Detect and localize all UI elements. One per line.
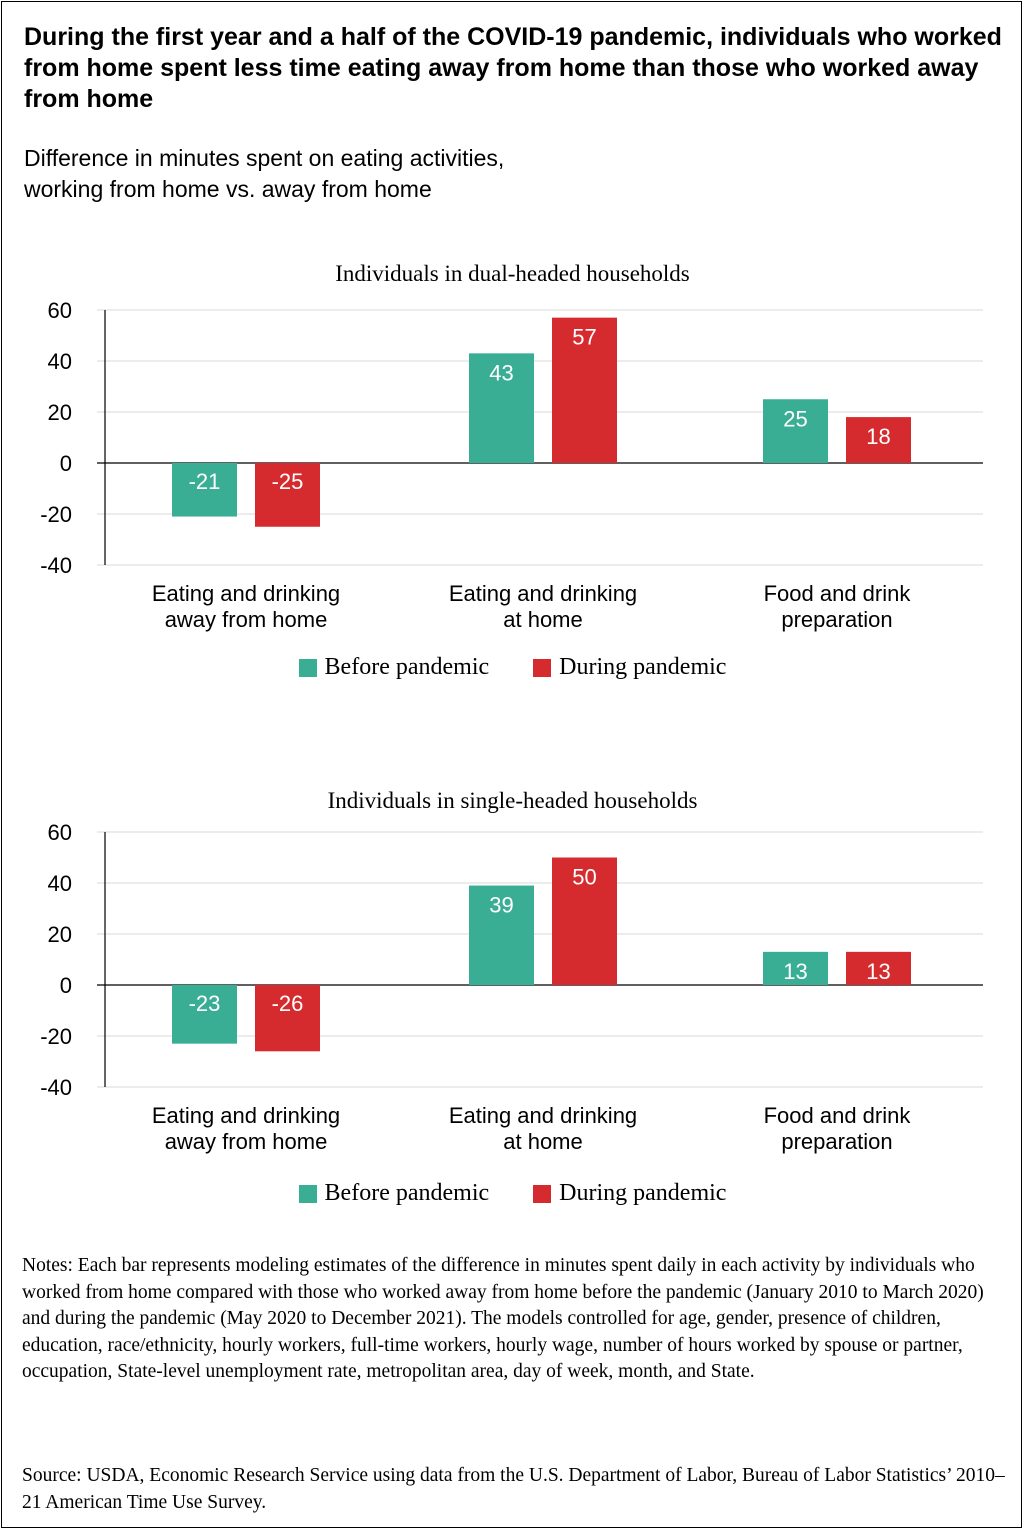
category-label: Eating and drinking — [449, 1103, 637, 1128]
y-tick-label: -40 — [40, 1075, 72, 1100]
data-label: 43 — [489, 360, 513, 385]
legend-single: Before pandemic During pandemic — [0, 1180, 1025, 1207]
category-label: at home — [503, 607, 583, 632]
bar-before — [469, 885, 534, 985]
bar-before — [763, 951, 828, 985]
bar-during — [552, 857, 617, 985]
legend-item-during: During pandemic — [533, 1180, 726, 1207]
legend-item-before: Before pandemic — [298, 1180, 490, 1207]
legend-swatch-before — [298, 1184, 317, 1203]
bar-before — [172, 463, 237, 517]
notes-text: Notes: Each bar represents modeling esti… — [22, 1255, 984, 1382]
bar-before — [172, 985, 237, 1044]
bar-before — [763, 399, 828, 463]
legend-swatch-during — [533, 658, 552, 677]
source-text: Source: USDA, Economic Research Service … — [22, 1465, 1005, 1513]
category-label: Eating and drinking — [449, 581, 637, 606]
data-label: 39 — [489, 893, 513, 918]
y-tick-label: 40 — [48, 349, 72, 374]
data-label: 57 — [572, 325, 596, 350]
data-label: 13 — [783, 959, 807, 984]
legend-item-during: During pandemic — [533, 654, 726, 681]
bar-chart-dual: 60 40 20 0 -20 -40 -21 43 25 -25 57 18 Eating and dr… — [40, 298, 983, 632]
figure-subtitle: Difference in minutes spent on eating ac… — [24, 145, 505, 202]
data-label: -26 — [272, 991, 304, 1016]
data-label: -25 — [272, 469, 304, 494]
bar-during — [552, 317, 617, 463]
chart-title-single: Individuals in single-headed households — [327, 788, 698, 813]
y-tick-label: -20 — [40, 502, 72, 527]
category-label: Eating and drinking — [152, 1103, 340, 1128]
category-label: at home — [503, 1129, 583, 1154]
data-label: -23 — [189, 991, 221, 1016]
legend-label-before: Before pandemic — [324, 1180, 490, 1206]
y-tick-label: 60 — [48, 298, 72, 323]
legend-swatch-before — [298, 658, 317, 677]
category-label: away from home — [165, 607, 328, 632]
legend-label-during: During pandemic — [559, 654, 727, 680]
y-tick-label: 60 — [48, 820, 72, 845]
data-label: 25 — [783, 406, 807, 431]
y-tick-label: 0 — [60, 973, 72, 998]
bar-before — [469, 353, 534, 463]
bar-during — [255, 985, 320, 1052]
legend-item-before: Before pandemic — [298, 654, 490, 681]
category-label: preparation — [781, 1129, 892, 1154]
y-tick-label: 0 — [60, 451, 72, 476]
figure-title: During the first year and a half of the … — [24, 23, 1002, 113]
bar-during — [846, 951, 911, 985]
legend-label-before: Before pandemic — [324, 654, 490, 680]
data-label: 13 — [866, 959, 890, 984]
bar-chart-single: 60 40 20 0 -20 -40 -23 39 13 -26 50 13 Eating and dr… — [40, 820, 983, 1154]
category-label: Food and drink — [764, 1103, 912, 1128]
category-label: away from home — [165, 1129, 328, 1154]
category-label: preparation — [781, 607, 892, 632]
legend-swatch-during — [533, 1184, 552, 1203]
category-label: Food and drink — [764, 581, 912, 606]
legend-label-during: During pandemic — [559, 1180, 727, 1206]
legend-dual: Before pandemic During pandemic — [0, 654, 1025, 681]
y-tick-label: -20 — [40, 1024, 72, 1049]
data-label: 18 — [866, 424, 890, 449]
chart-title-dual: Individuals in dual-headed households — [335, 261, 690, 286]
y-tick-label: 40 — [48, 871, 72, 896]
category-label: Eating and drinking — [152, 581, 340, 606]
y-tick-label: 20 — [48, 400, 72, 425]
data-label: 50 — [572, 865, 596, 890]
bar-during — [255, 463, 320, 527]
y-tick-label: -40 — [40, 553, 72, 578]
y-tick-label: 20 — [48, 922, 72, 947]
bar-during — [846, 417, 911, 463]
data-label: -21 — [189, 469, 221, 494]
